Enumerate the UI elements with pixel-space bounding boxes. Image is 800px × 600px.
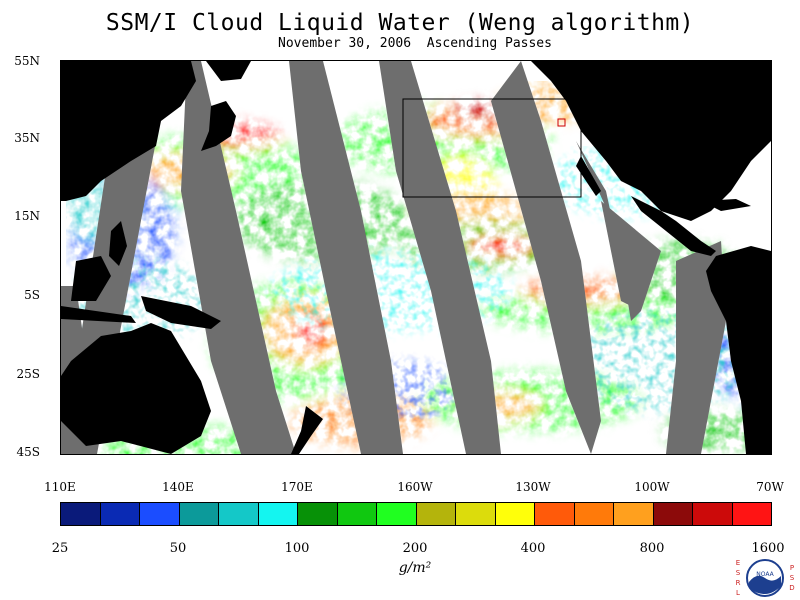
colorbar-swatch	[377, 503, 417, 525]
map-canvas	[60, 60, 772, 455]
lat-label-25s: 25S	[16, 367, 41, 381]
lon-label-110e: 110E	[44, 480, 76, 494]
colorbar-tick-label: 400	[520, 541, 546, 556]
colorbar-tick-label: 1600	[751, 541, 785, 556]
colorbar	[60, 502, 772, 526]
colorbar-tick-label: 800	[639, 541, 665, 556]
land-new-zealand	[291, 406, 323, 454]
land-indonesia	[61, 306, 136, 323]
land-philippines	[109, 221, 127, 266]
colorbar-swatch	[495, 503, 535, 525]
logo-esrl-l: L	[736, 589, 740, 597]
land-asia	[61, 61, 196, 201]
logo-psd-p: P	[790, 564, 794, 572]
colorbar-swatch	[61, 503, 101, 525]
swath-gap	[666, 241, 726, 454]
land-north-america	[531, 61, 771, 221]
swath-gap	[379, 61, 501, 454]
swath-gap	[289, 61, 403, 454]
land-baja	[576, 156, 601, 196]
colorbar-swatch	[574, 503, 614, 525]
swath-gap	[181, 61, 296, 454]
land-central-america	[631, 196, 716, 256]
colorbar-swatch	[653, 503, 693, 525]
colorbar-swatch	[693, 503, 733, 525]
logo-psd-s: S	[790, 574, 795, 582]
colorbar-swatch	[140, 503, 180, 525]
lon-label-170e: 170E	[281, 480, 313, 494]
colorbar-tick-label: 50	[169, 541, 187, 556]
noaa-wave	[749, 575, 781, 594]
lat-label-5s: 5S	[24, 288, 40, 302]
land-masses	[61, 61, 771, 454]
land-kamchatka	[206, 61, 251, 81]
colorbar-tick-label: 25	[51, 541, 69, 556]
land-australia	[61, 323, 211, 454]
colorbar-swatch	[614, 503, 654, 525]
colorbar-swatch	[258, 503, 298, 525]
colorbar-swatch	[732, 503, 771, 525]
map-title: SSM/I Cloud Liquid Water (Weng algorithm…	[105, 10, 695, 36]
colorbar-swatch	[535, 503, 575, 525]
logo-esrl-e: E	[736, 559, 740, 567]
land-borneo	[71, 256, 111, 301]
colorbar-swatch	[179, 503, 219, 525]
noaa-logo: E S R L P S D NOAA	[732, 556, 798, 600]
colorbar-swatch	[416, 503, 456, 525]
logo-psd-d: D	[789, 584, 794, 592]
site-marker	[557, 118, 566, 127]
colorbar-swatch	[298, 503, 338, 525]
lat-label-55n: 55N	[14, 54, 40, 68]
colorbar-swatch	[100, 503, 140, 525]
colorbar-swatch	[219, 503, 259, 525]
colorbar-tick-label: 100	[284, 541, 310, 556]
lon-label-100w: 100W	[634, 480, 670, 494]
lat-label-15n: 15N	[14, 209, 40, 223]
logo-esrl-r: R	[736, 579, 741, 587]
land-japan	[201, 101, 236, 151]
swath-gap	[491, 61, 601, 454]
lon-label-160w: 160W	[397, 480, 433, 494]
lon-label-140e: 140E	[162, 480, 194, 494]
swath-gap	[601, 201, 661, 311]
colorbar-swatch	[337, 503, 377, 525]
lon-label-130w: 130W	[515, 480, 551, 494]
lat-label-45s: 45S	[16, 445, 41, 459]
lat-label-35n: 35N	[14, 131, 40, 145]
land-cuba	[701, 199, 751, 211]
map-subtitle: November 30, 2006 Ascending Passes	[278, 36, 552, 51]
colorbar-swatch	[456, 503, 496, 525]
colorbar-units: g/m²	[398, 560, 432, 576]
region-highlight-box	[402, 98, 582, 198]
logo-esrl-s: S	[736, 569, 741, 577]
land-south-america	[706, 246, 771, 454]
land-new-guinea	[141, 296, 221, 329]
colorbar-tick-label: 200	[402, 541, 428, 556]
noaa-emblem-text: NOAA	[756, 571, 774, 578]
lon-label-70w: 70W	[756, 480, 784, 494]
